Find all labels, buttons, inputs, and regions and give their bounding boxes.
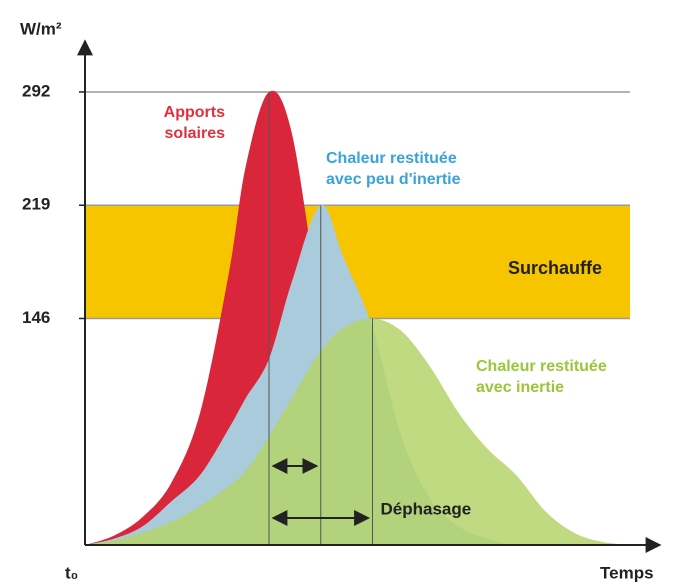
band-label: Surchauffe <box>507 258 603 278</box>
y-axis-label: W/m² <box>20 19 62 38</box>
origin-label: t₀ <box>65 563 78 582</box>
area <box>85 90 632 546</box>
series-label: Chaleur restituée avec peu d'inertie <box>326 150 461 188</box>
y-tick-label: 146 <box>22 308 50 327</box>
annotation: Déphasage <box>381 499 472 518</box>
series-label: Chaleur restituée avec inertie <box>476 358 607 396</box>
x-axis-label: Temps <box>600 563 654 582</box>
series-label: Apports solaires <box>163 104 225 142</box>
y-tick-label: 292 <box>22 81 50 100</box>
area <box>85 318 632 545</box>
y-tick-label: 219 <box>22 195 50 214</box>
